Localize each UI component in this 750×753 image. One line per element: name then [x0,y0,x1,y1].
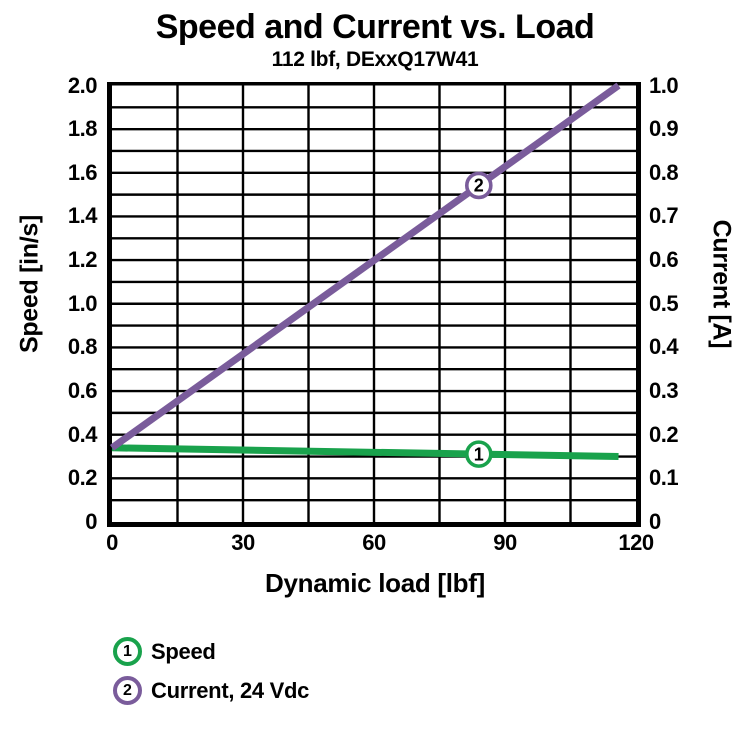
x-tick-label: 0 [106,530,118,555]
legend: 1 Speed 2 Current, 24 Vdc [113,637,309,705]
y-right-tick-label: 0.6 [649,247,679,273]
y-left-tick-label: 1.4 [67,203,98,229]
legend-marker-number: 2 [123,681,132,699]
y-axis-label-right: Current [A] [707,219,736,349]
x-tick-label: 60 [362,530,386,555]
y-axis-label-left: Speed [in/s] [15,214,44,354]
y-left-tick-label: 1.8 [67,116,98,142]
speed-series-marker-icon: 1 [113,637,142,666]
y-left-tick-label: 0.6 [67,378,98,404]
current-marker [464,171,493,200]
x-tick-label: 90 [493,530,517,555]
current-marker-number: 2 [474,176,484,196]
legend-label-speed: Speed [151,638,216,664]
y-left-tick-label: 0.4 [67,421,98,447]
y-left-tick-label: 0.2 [67,465,98,491]
y-left-tick-label: 1.0 [67,290,98,316]
current-series-marker-icon: 2 [113,676,142,705]
x-tick-label: 120 [618,530,654,555]
speed-marker [464,440,493,468]
chart-subtitle: 112 lbf, DExxQ17W41 [271,48,479,71]
y-left-tick-label: 1.6 [67,159,98,185]
x-tick-label: 30 [231,530,255,555]
speed-marker-number: 1 [474,444,484,464]
y-left-tick-label: 2.0 [67,72,98,98]
legend-item-current: 2 Current, 24 Vdc [113,676,309,705]
legend-marker-number: 1 [123,642,132,660]
y-right-tick-label: 0.1 [649,465,679,491]
y-right-tick-label: 0.4 [649,334,679,360]
y-right-tick-label: 0.5 [649,290,679,316]
legend-item-speed: 1 Speed [113,637,309,666]
plot-area: 12 [107,82,641,527]
y-left-tick-label: 1.2 [67,247,98,273]
chart-title: Speed and Current vs. Load [155,8,595,46]
y-right-tick-label: 1.0 [649,72,679,98]
y-right-tick-label: 0.8 [649,159,679,185]
y-right-tick-label: 0.9 [649,116,679,142]
y-right-tick-label: 0.7 [649,203,679,229]
y-left-tick-label: 0 [85,509,97,534]
legend-label-current: Current, 24 Vdc [151,677,310,703]
y-right-tick-label: 0.2 [649,421,679,447]
speed-line [111,444,619,461]
y-right-tick-label: 0.3 [649,378,679,404]
y-right-tick-label: 0 [649,509,661,534]
y-left-tick-label: 0.8 [67,334,98,360]
current-line [109,82,621,451]
x-axis-label: Dynamic load [lbf] [265,568,485,598]
